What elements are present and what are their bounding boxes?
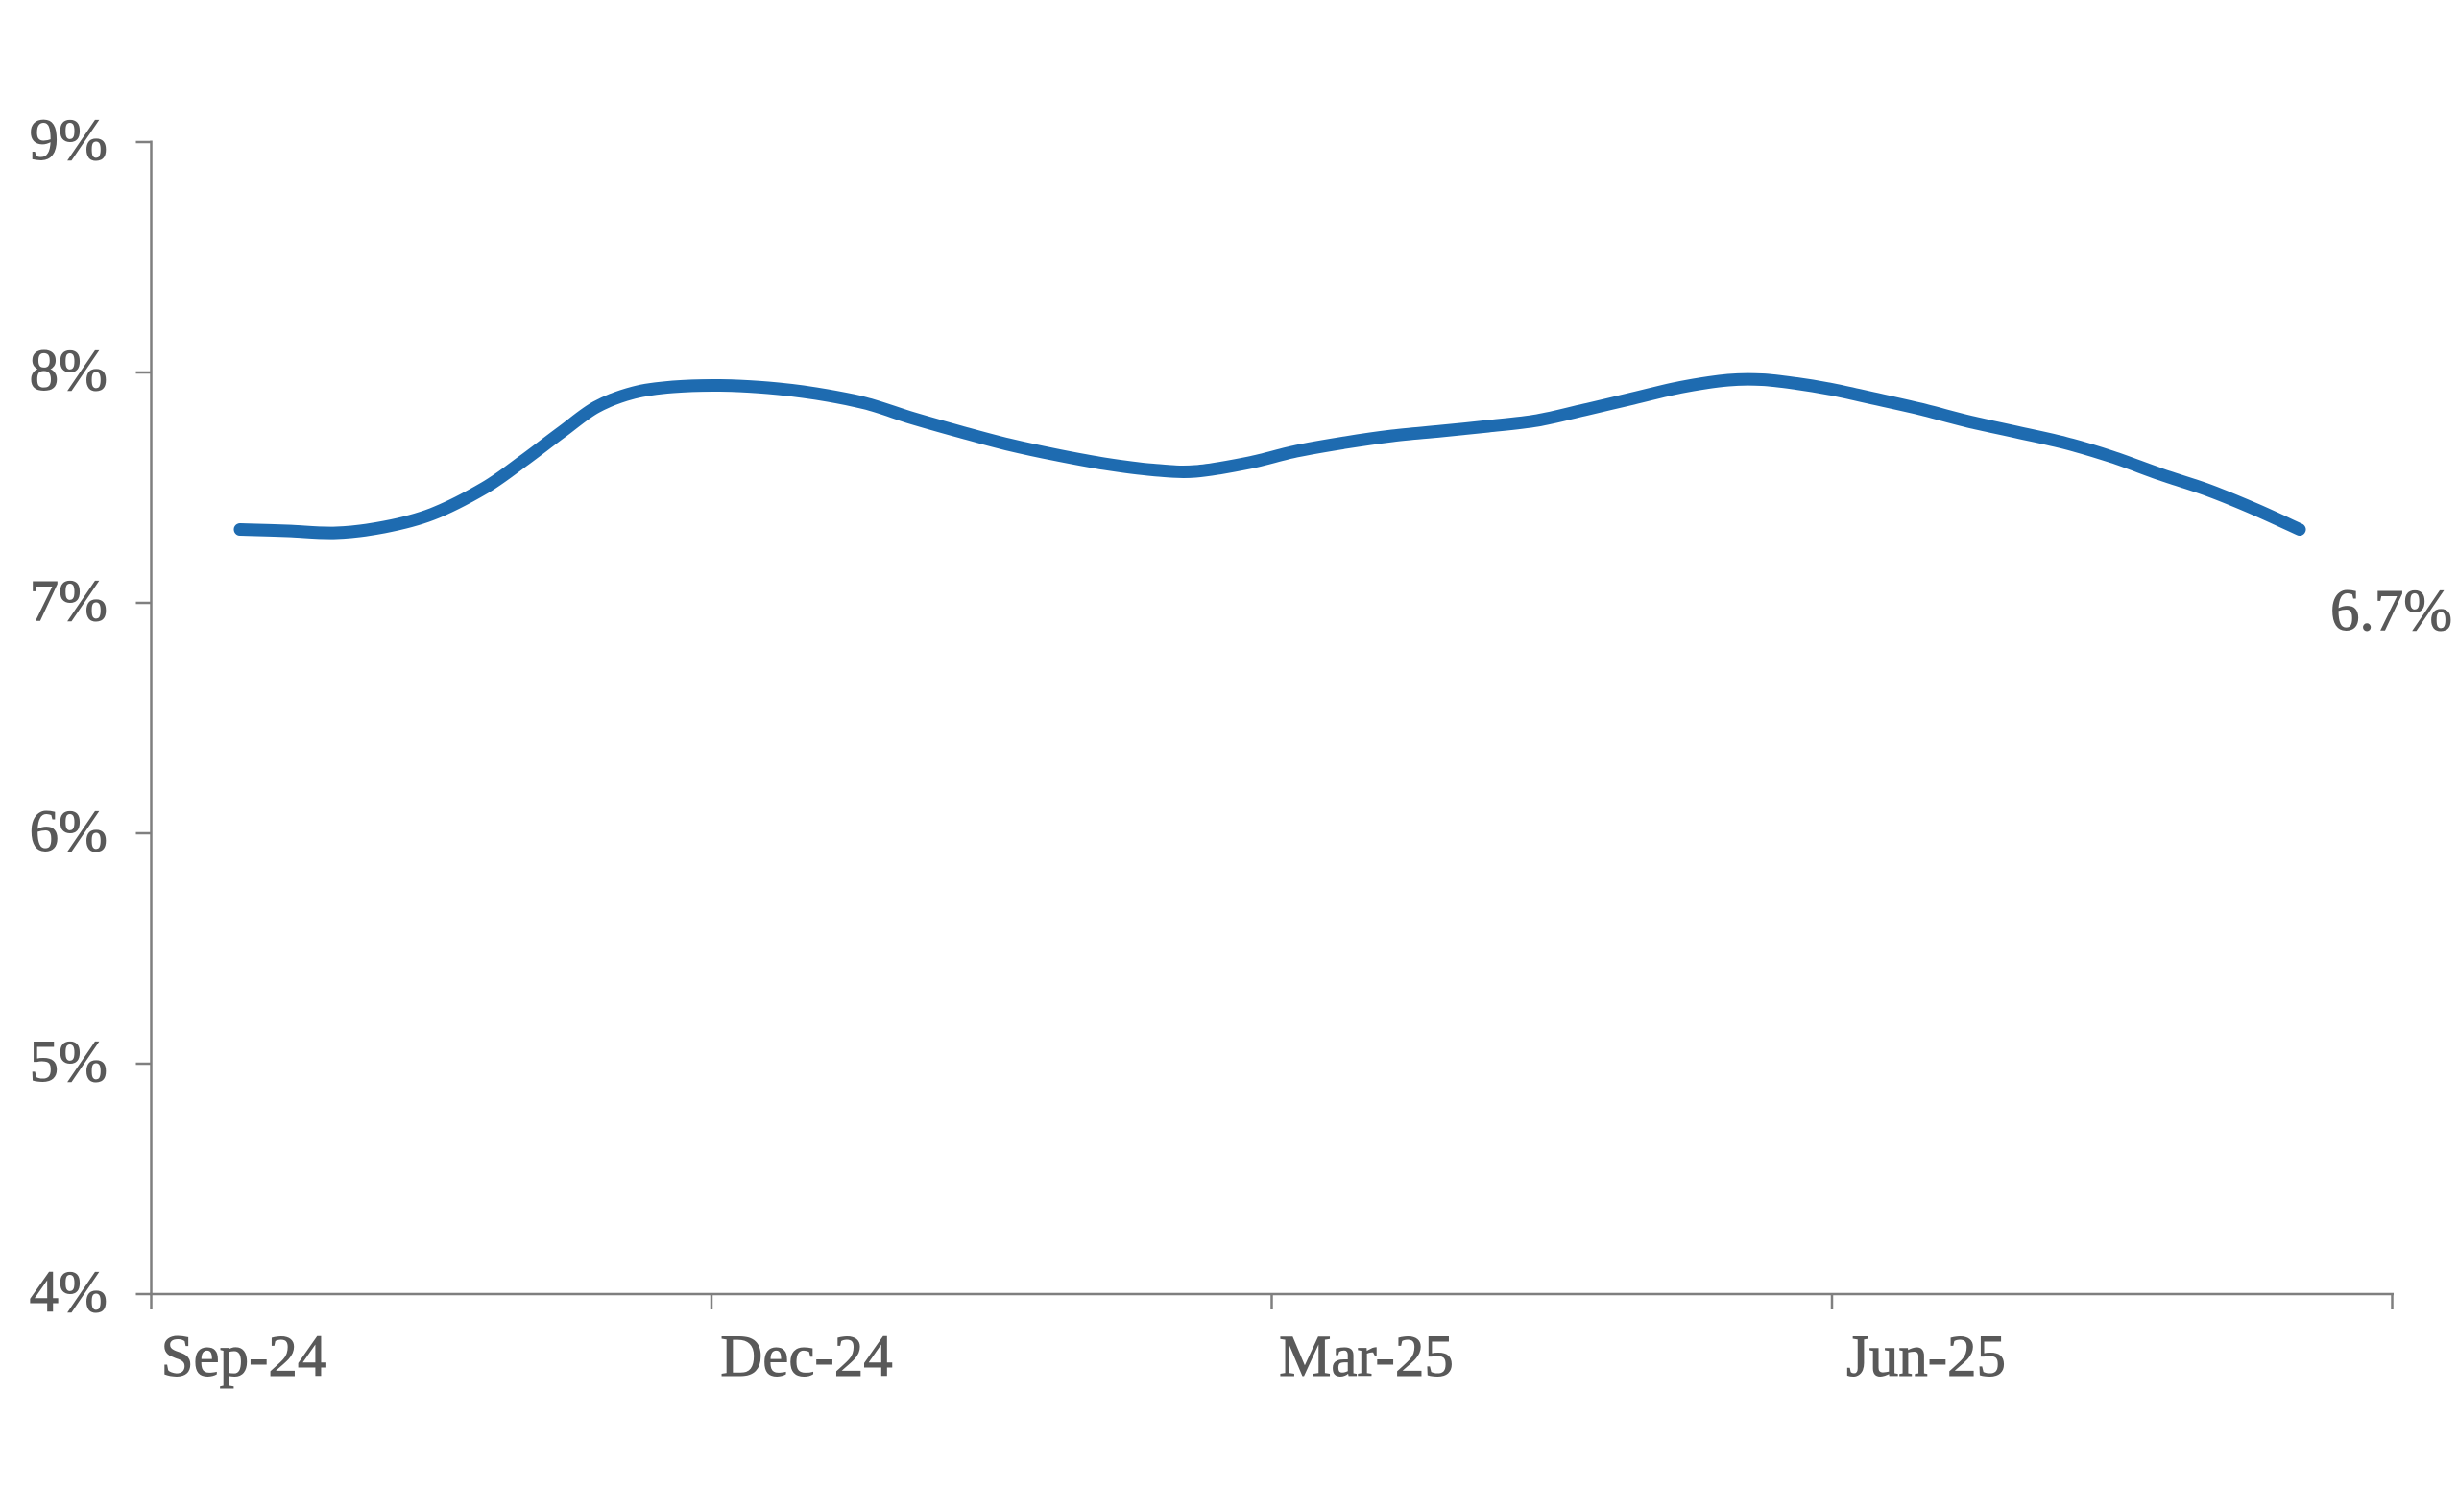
svg-text:Jun-25: Jun-25 bbox=[1846, 1325, 2006, 1389]
svg-text:6.7%: 6.7% bbox=[2330, 579, 2452, 643]
svg-text:Dec-24: Dec-24 bbox=[720, 1325, 893, 1389]
svg-text:Sep-24: Sep-24 bbox=[161, 1325, 327, 1389]
svg-text:6%: 6% bbox=[30, 800, 108, 864]
svg-text:5%: 5% bbox=[30, 1030, 108, 1094]
svg-text:7%: 7% bbox=[30, 569, 108, 634]
svg-text:4%: 4% bbox=[30, 1260, 108, 1325]
svg-text:9%: 9% bbox=[30, 108, 108, 173]
svg-text:8%: 8% bbox=[30, 339, 108, 403]
svg-text:Mar-25: Mar-25 bbox=[1279, 1325, 1454, 1389]
